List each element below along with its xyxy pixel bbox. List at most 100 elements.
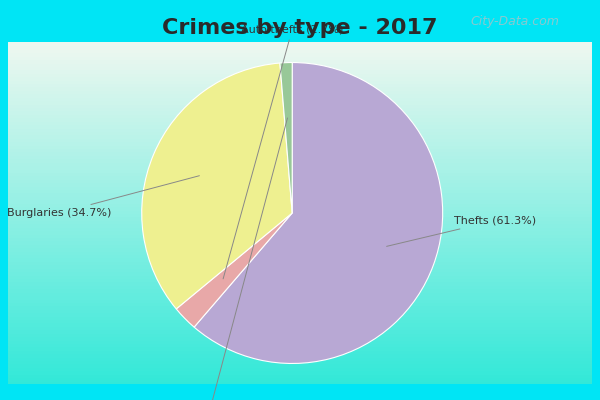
Wedge shape (194, 62, 443, 364)
Bar (8, 179, 592, 182)
Bar (8, 107, 592, 110)
Bar (8, 274, 592, 278)
Bar (8, 144, 592, 148)
Bar (8, 282, 592, 285)
Bar (8, 196, 592, 199)
Bar (8, 56, 592, 59)
Bar (8, 316, 592, 319)
Bar (8, 152, 592, 155)
Bar (8, 374, 592, 377)
Bar (8, 117, 592, 121)
Wedge shape (280, 62, 292, 213)
Bar (8, 244, 592, 247)
Bar (8, 340, 592, 343)
Bar (8, 93, 592, 97)
Bar (8, 230, 592, 234)
Text: Assaults (1.3%): Assaults (1.3%) (166, 118, 287, 400)
Bar (8, 234, 592, 237)
Bar (8, 175, 592, 179)
Bar (8, 83, 592, 86)
Bar (8, 206, 592, 210)
Text: City-Data.com: City-Data.com (470, 15, 559, 28)
Bar (8, 326, 592, 329)
Bar (8, 305, 592, 309)
Bar (8, 312, 592, 316)
Bar (8, 295, 592, 298)
Bar (8, 172, 592, 175)
Bar (8, 114, 592, 117)
Bar (8, 251, 592, 254)
Bar (8, 370, 592, 374)
Bar (8, 42, 592, 46)
Bar (8, 268, 592, 271)
Bar (8, 104, 592, 107)
Bar (8, 165, 592, 168)
Bar (8, 302, 592, 305)
Bar (8, 86, 592, 90)
Bar (8, 333, 592, 336)
Bar (8, 237, 592, 240)
Bar (8, 52, 592, 56)
Bar (8, 377, 592, 380)
Bar (8, 319, 592, 322)
Bar (8, 134, 592, 138)
Bar (8, 46, 592, 49)
Bar (8, 203, 592, 206)
Bar (8, 155, 592, 158)
Bar (8, 380, 592, 384)
Bar (8, 254, 592, 258)
Bar (8, 186, 592, 189)
Wedge shape (142, 63, 292, 309)
Bar (8, 110, 592, 114)
Bar (8, 247, 592, 251)
Bar (8, 364, 592, 367)
Bar (8, 141, 592, 145)
Bar (8, 69, 592, 73)
Bar (8, 66, 592, 69)
Bar (8, 322, 592, 326)
Bar (8, 128, 592, 131)
Bar (8, 360, 592, 364)
Bar (8, 199, 592, 203)
Bar (8, 121, 592, 124)
Bar (8, 192, 592, 196)
Bar (8, 298, 592, 302)
Bar (8, 271, 592, 274)
Bar (8, 350, 592, 353)
Bar (8, 258, 592, 261)
Text: Burglaries (34.7%): Burglaries (34.7%) (7, 176, 199, 218)
Bar (8, 80, 592, 83)
Bar (8, 346, 592, 350)
Bar (8, 216, 592, 220)
Bar (8, 288, 592, 292)
Bar (8, 329, 592, 333)
Bar (8, 285, 592, 288)
Bar (8, 100, 592, 104)
Text: Thefts (61.3%): Thefts (61.3%) (386, 216, 536, 246)
Bar (8, 49, 592, 52)
Bar (8, 189, 592, 192)
Bar (8, 131, 592, 134)
Bar (8, 227, 592, 230)
Bar (8, 357, 592, 360)
Bar (8, 261, 592, 264)
Bar (8, 73, 592, 76)
Bar (8, 138, 592, 141)
Text: Auto thefts (2.7%): Auto thefts (2.7%) (223, 24, 343, 279)
Bar (8, 213, 592, 216)
Bar (8, 124, 592, 128)
Bar (8, 220, 592, 223)
Bar (8, 343, 592, 346)
Bar (8, 240, 592, 244)
Bar (8, 97, 592, 100)
Bar (8, 278, 592, 282)
Bar (8, 158, 592, 162)
Bar (8, 62, 592, 66)
Bar (8, 76, 592, 80)
Bar (8, 367, 592, 370)
Text: Crimes by type - 2017: Crimes by type - 2017 (162, 18, 438, 38)
Bar (8, 59, 592, 62)
Bar (8, 309, 592, 312)
Bar (8, 210, 592, 213)
Bar (8, 264, 592, 268)
